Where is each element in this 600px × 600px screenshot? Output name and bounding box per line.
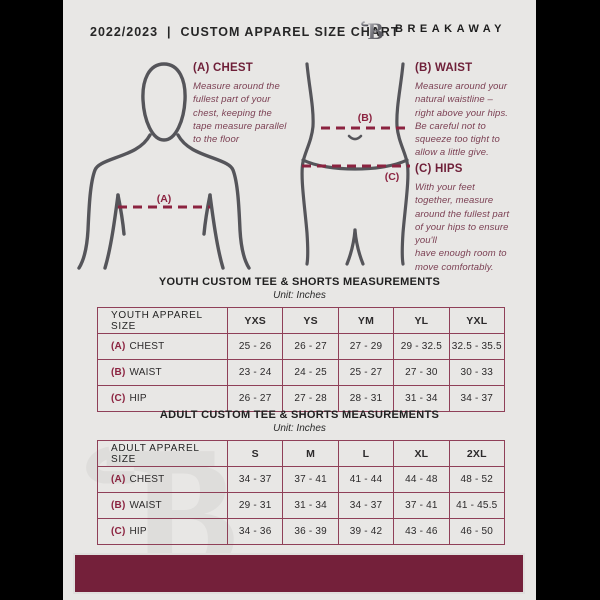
left-armpit-line bbox=[103, 193, 120, 270]
waist-guide-heading: (B) WAIST bbox=[415, 62, 473, 74]
size-chart-page: 2022/2023 | CUSTOM APPAREL SIZE CHART B … bbox=[63, 0, 536, 600]
right-armpit-line bbox=[208, 193, 225, 270]
adult-header-l: L bbox=[338, 441, 395, 467]
table-cell: 36 - 39 bbox=[283, 519, 339, 545]
waist-guide-text: Measure around your natural waistline – … bbox=[415, 81, 509, 159]
footer-accent-bar bbox=[73, 553, 525, 594]
right-inner-leg bbox=[353, 228, 365, 266]
chest-guide-text: Measure around the fullest part of your … bbox=[193, 81, 287, 146]
svg-text:B: B bbox=[368, 19, 384, 42]
youth-header-size: YOUTH APPAREL SIZE bbox=[98, 308, 228, 334]
left-pec-line bbox=[116, 193, 126, 236]
youth-waist-label: (B) WAIST bbox=[98, 360, 228, 386]
table-cell: 32.5 - 35.5 bbox=[449, 334, 505, 360]
chest-guide-heading: (A) CHEST bbox=[193, 62, 253, 74]
adult-table-unit: Unit: Inches bbox=[273, 423, 326, 434]
table-cell: 26 - 27 bbox=[228, 386, 284, 412]
right-torso-outline bbox=[395, 62, 410, 266]
chest-marker-label: (A) bbox=[157, 193, 172, 205]
table-cell: 46 - 50 bbox=[449, 519, 505, 545]
waist-guide: (B) WAIST Measure around your natural wa… bbox=[415, 62, 530, 160]
table-cell: 34 - 36 bbox=[228, 519, 284, 545]
table-cell: 37 - 41 bbox=[394, 493, 450, 519]
left-inner-leg bbox=[345, 228, 357, 266]
waist-hips-figure-illustration: (B) (C) bbox=[300, 62, 410, 266]
youth-header-ym: YM bbox=[338, 308, 395, 334]
youth-table-unit: Unit: Inches bbox=[273, 290, 326, 301]
hips-marker-label: (C) bbox=[385, 171, 400, 183]
adult-header-xl: XL bbox=[394, 441, 450, 467]
hips-guide: (C) HIPS With your feet together, measur… bbox=[415, 163, 530, 274]
waistband-curve bbox=[301, 158, 409, 171]
table-cell: 48 - 52 bbox=[449, 467, 505, 493]
youth-table-title: YOUTH CUSTOM TEE & SHORTS MEASUREMENTS bbox=[158, 276, 441, 288]
youth-hip-label: (C) HIP bbox=[98, 386, 228, 412]
table-cell: 28 - 31 bbox=[338, 386, 395, 412]
youth-header-ys: YS bbox=[283, 308, 339, 334]
chest-figure-illustration: (A) bbox=[77, 62, 251, 270]
table-cell: 34 - 37 bbox=[228, 467, 284, 493]
right-pec-line bbox=[202, 193, 212, 236]
table-cell: 27 - 29 bbox=[338, 334, 395, 360]
table-cell: 27 - 30 bbox=[394, 360, 450, 386]
table-cell: 31 - 34 bbox=[283, 493, 339, 519]
table-cell: 41 - 45.5 bbox=[449, 493, 505, 519]
table-cell: 27 - 28 bbox=[283, 386, 339, 412]
youth-size-table: YOUTH APPAREL SIZE YXS YS YM YL YXL (A) … bbox=[97, 307, 505, 412]
table-cell: 37 - 41 bbox=[283, 467, 339, 493]
adult-header-size: ADULT APPAREL SIZE bbox=[98, 441, 228, 467]
table-cell: 29 - 31 bbox=[228, 493, 284, 519]
youth-header-yl: YL bbox=[394, 308, 450, 334]
table-cell: 24 - 25 bbox=[283, 360, 339, 386]
page-title: 2022/2023 | CUSTOM APPAREL SIZE CHART bbox=[90, 25, 400, 39]
table-cell: 29 - 32.5 bbox=[394, 334, 450, 360]
adult-table-title: ADULT CUSTOM TEE & SHORTS MEASUREMENTS bbox=[159, 409, 440, 421]
left-shoulder-arm-outline bbox=[77, 133, 152, 270]
adult-chest-label: (A) CHEST bbox=[98, 467, 228, 493]
table-cell: 34 - 37 bbox=[338, 493, 395, 519]
hips-guide-heading: (C) HIPS bbox=[415, 163, 463, 175]
head-outline bbox=[141, 62, 187, 142]
table-cell: 43 - 46 bbox=[394, 519, 450, 545]
chest-guide: (A) CHEST Measure around the fullest par… bbox=[193, 62, 303, 146]
right-shoulder-arm-outline bbox=[176, 133, 251, 270]
youth-header-yxl: YXL bbox=[449, 308, 505, 334]
table-cell: 39 - 42 bbox=[338, 519, 395, 545]
adult-size-table: ADULT APPAREL SIZE S M L XL 2XL (A) CHES… bbox=[97, 440, 505, 545]
youth-chest-label: (A) CHEST bbox=[98, 334, 228, 360]
table-cell: 30 - 33 bbox=[449, 360, 505, 386]
adult-header-m: M bbox=[283, 441, 339, 467]
left-torso-outline bbox=[300, 62, 315, 266]
table-cell: 23 - 24 bbox=[228, 360, 284, 386]
waist-marker-label: (B) bbox=[358, 112, 373, 124]
adult-header-2xl: 2XL bbox=[449, 441, 505, 467]
table-cell: 26 - 27 bbox=[283, 334, 339, 360]
table-cell: 25 - 27 bbox=[338, 360, 395, 386]
adult-hip-label: (C) HIP bbox=[98, 519, 228, 545]
adult-header-s: S bbox=[228, 441, 284, 467]
youth-header-yxs: YXS bbox=[228, 308, 284, 334]
brand-block: B BREAKAWAY bbox=[361, 16, 506, 42]
belly-button bbox=[347, 134, 363, 141]
table-cell: 44 - 48 bbox=[394, 467, 450, 493]
table-cell: 31 - 34 bbox=[394, 386, 450, 412]
table-cell: 41 - 44 bbox=[338, 467, 395, 493]
table-cell: 25 - 26 bbox=[228, 334, 284, 360]
breakaway-logo-icon: B bbox=[361, 19, 384, 42]
brand-name: BREAKAWAY bbox=[395, 23, 506, 35]
adult-waist-label: (B) WAIST bbox=[98, 493, 228, 519]
table-cell: 34 - 37 bbox=[449, 386, 505, 412]
hips-guide-text: With your feet together, measure around … bbox=[415, 182, 510, 273]
